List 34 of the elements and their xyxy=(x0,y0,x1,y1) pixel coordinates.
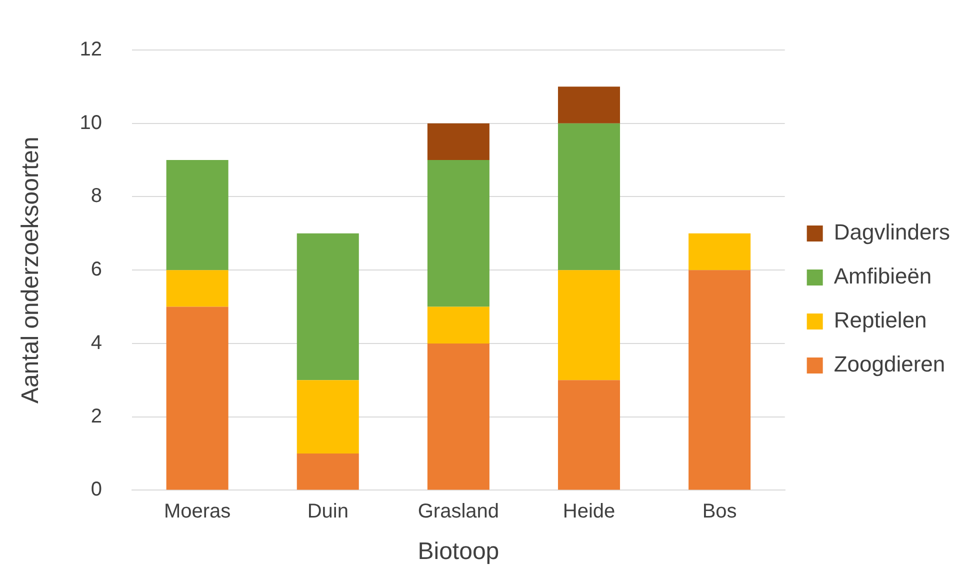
bar xyxy=(558,86,620,124)
y-tick-label: 2 xyxy=(90,405,102,428)
bar xyxy=(688,233,751,270)
y-axis-title: Aantal onderzoeksoorten xyxy=(17,136,44,404)
y-tick-label: 8 xyxy=(90,185,102,208)
bar xyxy=(558,270,620,380)
x-tick-label: Duin xyxy=(307,500,348,523)
y-tick-label: 10 xyxy=(80,112,102,134)
legend-label: Zoogdieren xyxy=(834,352,946,377)
bar xyxy=(558,123,620,270)
y-tick-label: 0 xyxy=(90,478,102,501)
legend-label: Dagvlinders xyxy=(834,220,950,245)
bar xyxy=(166,160,228,270)
bar xyxy=(688,270,751,490)
bar xyxy=(427,306,490,344)
x-tick-label: Heide xyxy=(562,500,616,523)
bar xyxy=(558,380,620,490)
bar xyxy=(427,160,490,307)
bar xyxy=(166,270,228,307)
legend-label: Amfibieën xyxy=(834,264,932,289)
y-tick-label: 12 xyxy=(80,38,102,61)
x-axis-title: Biotoop xyxy=(418,538,500,566)
x-tick-label: Bos xyxy=(702,500,737,523)
bar xyxy=(296,380,359,454)
legend-label: Reptielen xyxy=(834,308,927,333)
x-tick-label: Moeras xyxy=(164,500,231,523)
bar xyxy=(296,233,359,380)
bar xyxy=(296,454,359,490)
y-tick-label: 4 xyxy=(90,332,102,354)
y-tick-label: 6 xyxy=(90,258,102,281)
x-tick-label: Grasland xyxy=(418,500,500,523)
bar xyxy=(427,343,490,490)
bar xyxy=(427,123,490,160)
bar xyxy=(166,306,228,490)
